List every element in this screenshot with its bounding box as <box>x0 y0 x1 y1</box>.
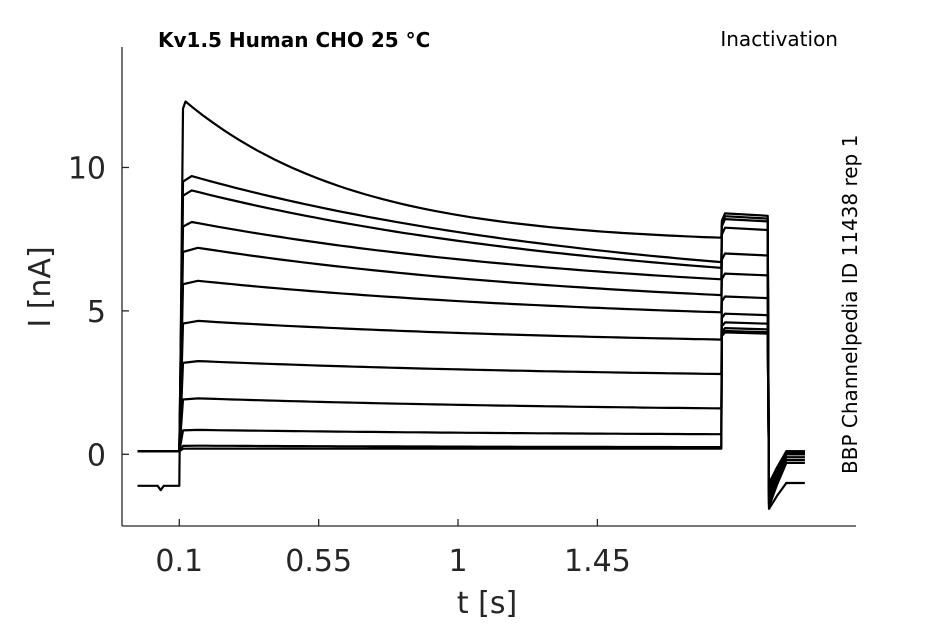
y-axis-label: I [nA] <box>23 246 58 327</box>
current-traces <box>137 100 805 510</box>
trace-3 <box>137 189 805 506</box>
trace-6 <box>137 272 805 499</box>
trace-9 <box>137 321 805 492</box>
trace-5 <box>137 246 805 501</box>
x-tick-label: 0.1 <box>155 544 203 579</box>
y-tick-label: 5 <box>87 295 106 330</box>
trace-10 <box>137 327 805 490</box>
x-tick-label: 0.55 <box>285 544 352 579</box>
ticks: 0.1 0.55 1 1.45 0 5 10 <box>68 151 631 579</box>
x-tick-label: 1 <box>448 544 467 579</box>
y-tick-label: 10 <box>68 151 106 186</box>
x-tick-label: 1.45 <box>564 544 631 579</box>
axes <box>121 47 856 527</box>
protocol-label: Inactivation <box>720 27 838 51</box>
trace-8 <box>137 312 805 494</box>
trace-12 <box>137 331 805 485</box>
trace-7 <box>137 295 805 497</box>
trace-2 <box>137 175 805 508</box>
x-axis-label: t [s] <box>457 586 517 621</box>
source-note: BBP Channelpedia ID 11438 rep 1 <box>838 135 862 474</box>
y-tick-label: 0 <box>87 438 106 473</box>
trace-4 <box>137 220 805 503</box>
trace-1 <box>137 100 805 510</box>
trace-11 <box>137 329 805 487</box>
chart-title: Kv1.5 Human CHO 25 °C <box>158 28 430 52</box>
